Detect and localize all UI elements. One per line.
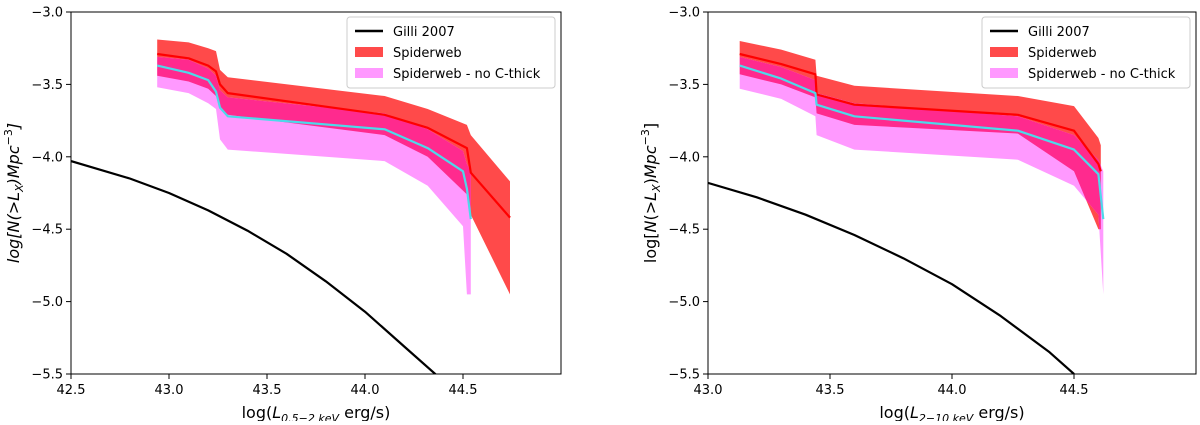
legend: Gilli 2007 Spiderweb Spiderweb - no C-thic… [346, 16, 556, 89]
plot-area [71, 39, 511, 374]
y-tick-label: −4.0 [668, 150, 700, 165]
legend-spiderweb-label: Spiderweb [1028, 46, 1097, 61]
x-label-sub: 2−10 keV [919, 412, 975, 421]
spiderweb-band [739, 41, 1101, 230]
y-axis-label: log[N(>LX)Mpc−3] [639, 123, 663, 263]
y-label-part: ] [4, 123, 23, 130]
x-tick-label: 43.0 [694, 383, 723, 398]
bands-overlap [739, 56, 1101, 230]
legend-nocthick-marker [990, 68, 1018, 78]
y-tick-label: −5.0 [668, 295, 700, 310]
x-label-part: log( [879, 403, 910, 421]
y-tick-label: −5.5 [668, 368, 700, 383]
axes-frame [70, 11, 562, 375]
y-label-part: log[ [641, 232, 660, 263]
legend-nocthick-marker [355, 68, 383, 78]
x-tick-label: 44.0 [351, 383, 380, 398]
legend-gilli-label: Gilli 2007 [1028, 25, 1090, 40]
legend-nocthick-label: Spiderweb - no C-thick [393, 67, 541, 82]
overlap-group [739, 56, 1101, 230]
spiderweb-line [739, 52, 1102, 172]
y-label-part: L [641, 192, 660, 201]
y-label-part: ) [4, 178, 23, 185]
y-label-part: (> [641, 201, 660, 221]
x-tick-label: 43.5 [253, 383, 282, 398]
y-axis-label: log[N(>LX)Mpc−3] [2, 123, 26, 263]
legend-box [981, 16, 1191, 89]
y-tick-label: −3.0 [668, 6, 700, 21]
y-label-part: L [4, 192, 23, 201]
legend: Gilli 2007 Spiderweb Spiderweb - no C-thic… [981, 16, 1191, 89]
x-label-part: log( [242, 403, 273, 421]
y-label-part: N [4, 220, 23, 232]
x-label-sub: 0.5−2 keV [281, 412, 340, 421]
legend-spiderweb-label: Spiderweb [393, 46, 462, 61]
y-label-part: N [641, 220, 660, 232]
y-label-sub: X [13, 184, 26, 193]
y-label-part: ) [641, 178, 660, 184]
x-label-part: L [910, 403, 919, 421]
x-label-part: erg/s) [973, 403, 1024, 421]
y-tick-label: −4.5 [668, 223, 700, 238]
y-tick-label: −5.5 [31, 368, 63, 383]
x-tick-label: 43.5 [816, 383, 845, 398]
x-label-part: erg/s) [339, 403, 390, 421]
legend-box [346, 16, 556, 89]
y-label-part: Mpc [641, 145, 660, 178]
legend-spiderweb-marker [355, 47, 383, 57]
x-axis-label: log(L2−10 keV erg/s) [879, 403, 1024, 421]
plot-area [708, 41, 1105, 374]
nocthick-line [156, 64, 472, 220]
y-tick-label: −3.5 [668, 78, 700, 93]
legend-spiderweb-marker [990, 47, 1018, 57]
y-tick-label: −3.0 [31, 6, 63, 21]
y-label-part: Mpc [4, 145, 23, 178]
y-label-sup: −3 [2, 129, 15, 145]
chart-2: 43.0 43.5 44.0 44.5 −3.0 −3.5 −4.0 −4.5 −5.0 −5.5… [639, 6, 1197, 425]
y-label-sub: X [650, 184, 663, 193]
y-tick-label: −4.5 [31, 223, 63, 238]
y-label-part: (> [4, 201, 23, 221]
spiderweb-line [157, 52, 511, 219]
x-tick-label: 43.0 [155, 383, 184, 398]
x-tick-label: 44.5 [449, 383, 478, 398]
x-tick-label: 42.5 [57, 383, 86, 398]
y-label-part: log[ [4, 232, 23, 263]
gilli-2007-line [708, 181, 1075, 374]
x-label-part: L [272, 403, 281, 421]
y-tick-label: −3.5 [31, 78, 63, 93]
gilli-2007-line [71, 160, 437, 374]
legend-gilli-label: Gilli 2007 [393, 25, 455, 40]
y-tick-label: −5.0 [31, 295, 63, 310]
legend-nocthick-label: Spiderweb - no C-thick [1028, 67, 1176, 82]
y-tick-label: −4.0 [31, 150, 63, 165]
x-axis-label: log(L0.5−2 keV erg/s) [242, 403, 391, 421]
chart-1: 42.5 43.0 43.5 44.0 44.5 −3.0 −3.5 −4.0 −4.5 −5.0… [2, 6, 562, 425]
y-label-sup: −3 [639, 129, 652, 145]
x-tick-label: 44.0 [938, 383, 967, 398]
nocthick-line [739, 64, 1105, 220]
y-label-part: ] [641, 123, 660, 129]
x-tick-label: 44.5 [1060, 383, 1089, 398]
